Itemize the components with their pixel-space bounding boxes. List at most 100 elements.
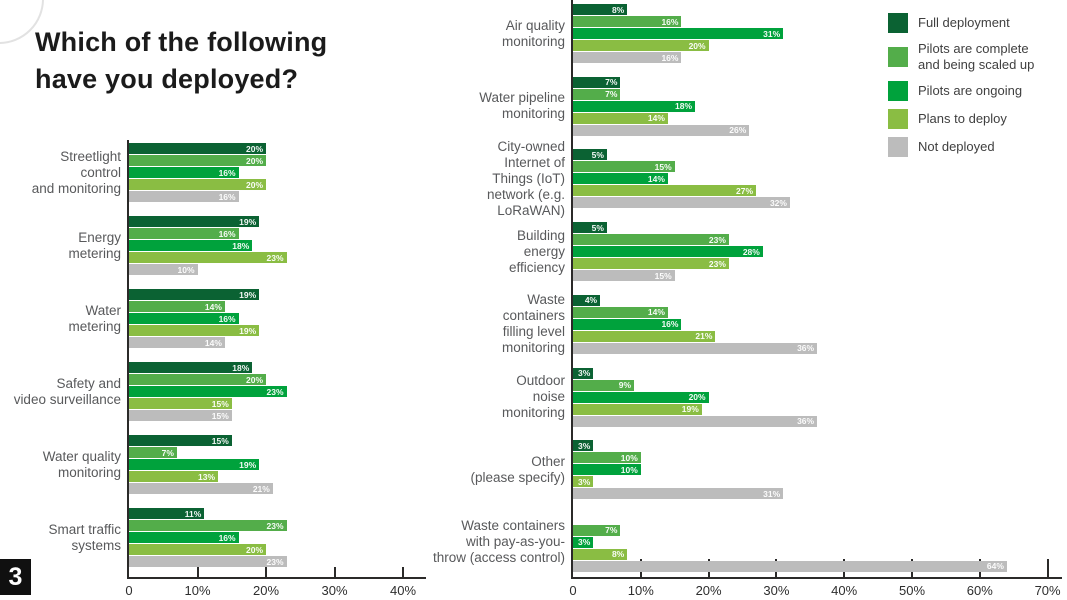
bar-value-label: 5% bbox=[591, 222, 604, 233]
bar-value-label: 3% bbox=[578, 476, 591, 487]
legend-label: Full deployment bbox=[918, 15, 1010, 30]
axis-tick-label: 0 bbox=[569, 583, 577, 598]
bar: 14% bbox=[129, 301, 225, 312]
bar-value-label: 16% bbox=[218, 532, 236, 543]
category-label: Energy metering bbox=[68, 229, 121, 261]
bar: 14% bbox=[129, 337, 225, 348]
category-label: Outdoor noise monitoring bbox=[501, 373, 565, 420]
bar: 19% bbox=[129, 289, 260, 300]
bar: 14% bbox=[573, 173, 668, 185]
bar-value-label: 23% bbox=[266, 556, 284, 567]
legend-swatch bbox=[888, 137, 908, 157]
bar-value-label: 7% bbox=[605, 77, 618, 88]
bar: 4% bbox=[573, 294, 601, 306]
bar-value-label: 16% bbox=[661, 319, 679, 330]
category-label: Waste containers with pay-as-you- throw … bbox=[432, 518, 565, 566]
bar-value-label: 32% bbox=[769, 197, 787, 208]
bar-value-label: 10% bbox=[620, 464, 638, 475]
bar: 14% bbox=[573, 112, 668, 124]
category-label: Water pipeline monitoring bbox=[479, 90, 565, 122]
bar: 20% bbox=[129, 155, 266, 166]
bar: 10% bbox=[129, 264, 198, 275]
bar: 31% bbox=[573, 488, 784, 500]
axis-tick-label: 50% bbox=[898, 583, 926, 598]
legend: Full deployment Pilots are complete and b… bbox=[888, 13, 1063, 165]
bar: 16% bbox=[129, 313, 239, 324]
bar-value-label: 20% bbox=[245, 155, 263, 166]
category-label: Streetlight control and monitoring bbox=[31, 148, 121, 196]
category-label: Water quality monitoring bbox=[42, 448, 121, 480]
bar: 13% bbox=[129, 471, 219, 482]
bar-value-label: 23% bbox=[266, 520, 284, 531]
legend-label: Plans to deploy bbox=[918, 111, 1007, 126]
bar-value-label: 20% bbox=[688, 40, 706, 51]
bar-value-label: 19% bbox=[239, 216, 257, 227]
bar-value-label: 14% bbox=[647, 113, 665, 124]
axis-tick-label: 10% bbox=[184, 583, 211, 598]
legend-swatch bbox=[888, 47, 908, 67]
legend-item: Pilots are ongoing bbox=[888, 81, 1063, 101]
bar: 5% bbox=[573, 149, 607, 161]
bar-value-label: 9% bbox=[618, 380, 632, 390]
bar: 18% bbox=[129, 240, 253, 251]
bar-value-label: 21% bbox=[695, 331, 713, 342]
bar-value-label: 3% bbox=[578, 440, 591, 451]
axis-tick-label: 20% bbox=[695, 583, 722, 598]
axis-tick bbox=[402, 567, 404, 577]
axis-tick-label: 70% bbox=[1034, 583, 1061, 598]
bar: 16% bbox=[573, 16, 682, 27]
bar-value-label: 23% bbox=[266, 252, 284, 263]
bar-value-label: 14% bbox=[647, 307, 665, 318]
bar: 20% bbox=[129, 544, 266, 555]
bar-value-label: 16% bbox=[661, 16, 679, 27]
bar-value-label: 18% bbox=[232, 240, 250, 251]
bar-value-label: 26% bbox=[729, 125, 747, 136]
bar: 64% bbox=[573, 560, 1007, 572]
bar-value-label: 18% bbox=[675, 101, 693, 112]
bar: 11% bbox=[129, 508, 205, 519]
bar: 16% bbox=[129, 228, 239, 239]
bar: 8% bbox=[573, 548, 628, 560]
bar-value-label: 16% bbox=[218, 313, 236, 324]
bar: 8% bbox=[573, 4, 628, 15]
legend-swatch bbox=[888, 13, 908, 33]
bar-value-label: 10% bbox=[620, 452, 638, 463]
bar: 7% bbox=[129, 447, 177, 458]
category-label: City-owned Internet of Things (IoT) netw… bbox=[486, 138, 565, 218]
bar: 16% bbox=[573, 318, 682, 330]
category-label: Air quality monitoring bbox=[501, 17, 565, 49]
bar: 19% bbox=[129, 459, 260, 470]
bar-value-label: 5% bbox=[591, 149, 604, 160]
bar: 23% bbox=[129, 386, 287, 397]
category-label: Safety and video surveillance bbox=[13, 375, 121, 407]
bar: 23% bbox=[129, 556, 287, 567]
bar: 21% bbox=[573, 330, 716, 342]
bar-value-label: 15% bbox=[211, 398, 229, 409]
legend-label: Not deployed bbox=[918, 139, 995, 154]
bar: 20% bbox=[129, 179, 266, 190]
bar: 3% bbox=[573, 367, 594, 379]
bar: 16% bbox=[129, 532, 239, 543]
bar: 16% bbox=[573, 52, 682, 63]
bar: 15% bbox=[129, 410, 232, 421]
bar: 15% bbox=[129, 435, 232, 446]
legend-label: Pilots are ongoing bbox=[918, 83, 1023, 98]
bar-value-label: 64% bbox=[986, 561, 1004, 572]
bar: 23% bbox=[573, 258, 729, 270]
bar: 16% bbox=[129, 167, 239, 178]
category-label: Water metering bbox=[68, 302, 121, 334]
bar-value-label: 23% bbox=[708, 258, 726, 269]
bar: 7% bbox=[573, 524, 621, 536]
axis-tick-label: 0 bbox=[125, 583, 133, 598]
axis-tick bbox=[265, 567, 267, 577]
bar-value-label: 20% bbox=[245, 374, 263, 385]
bar: 20% bbox=[129, 374, 266, 385]
bar: 3% bbox=[573, 536, 594, 548]
legend-item: Full deployment bbox=[888, 13, 1063, 33]
bar-value-label: 14% bbox=[204, 301, 222, 312]
bar-value-label: 20% bbox=[245, 544, 263, 555]
bar: 19% bbox=[573, 403, 702, 415]
bar: 9% bbox=[573, 379, 635, 391]
